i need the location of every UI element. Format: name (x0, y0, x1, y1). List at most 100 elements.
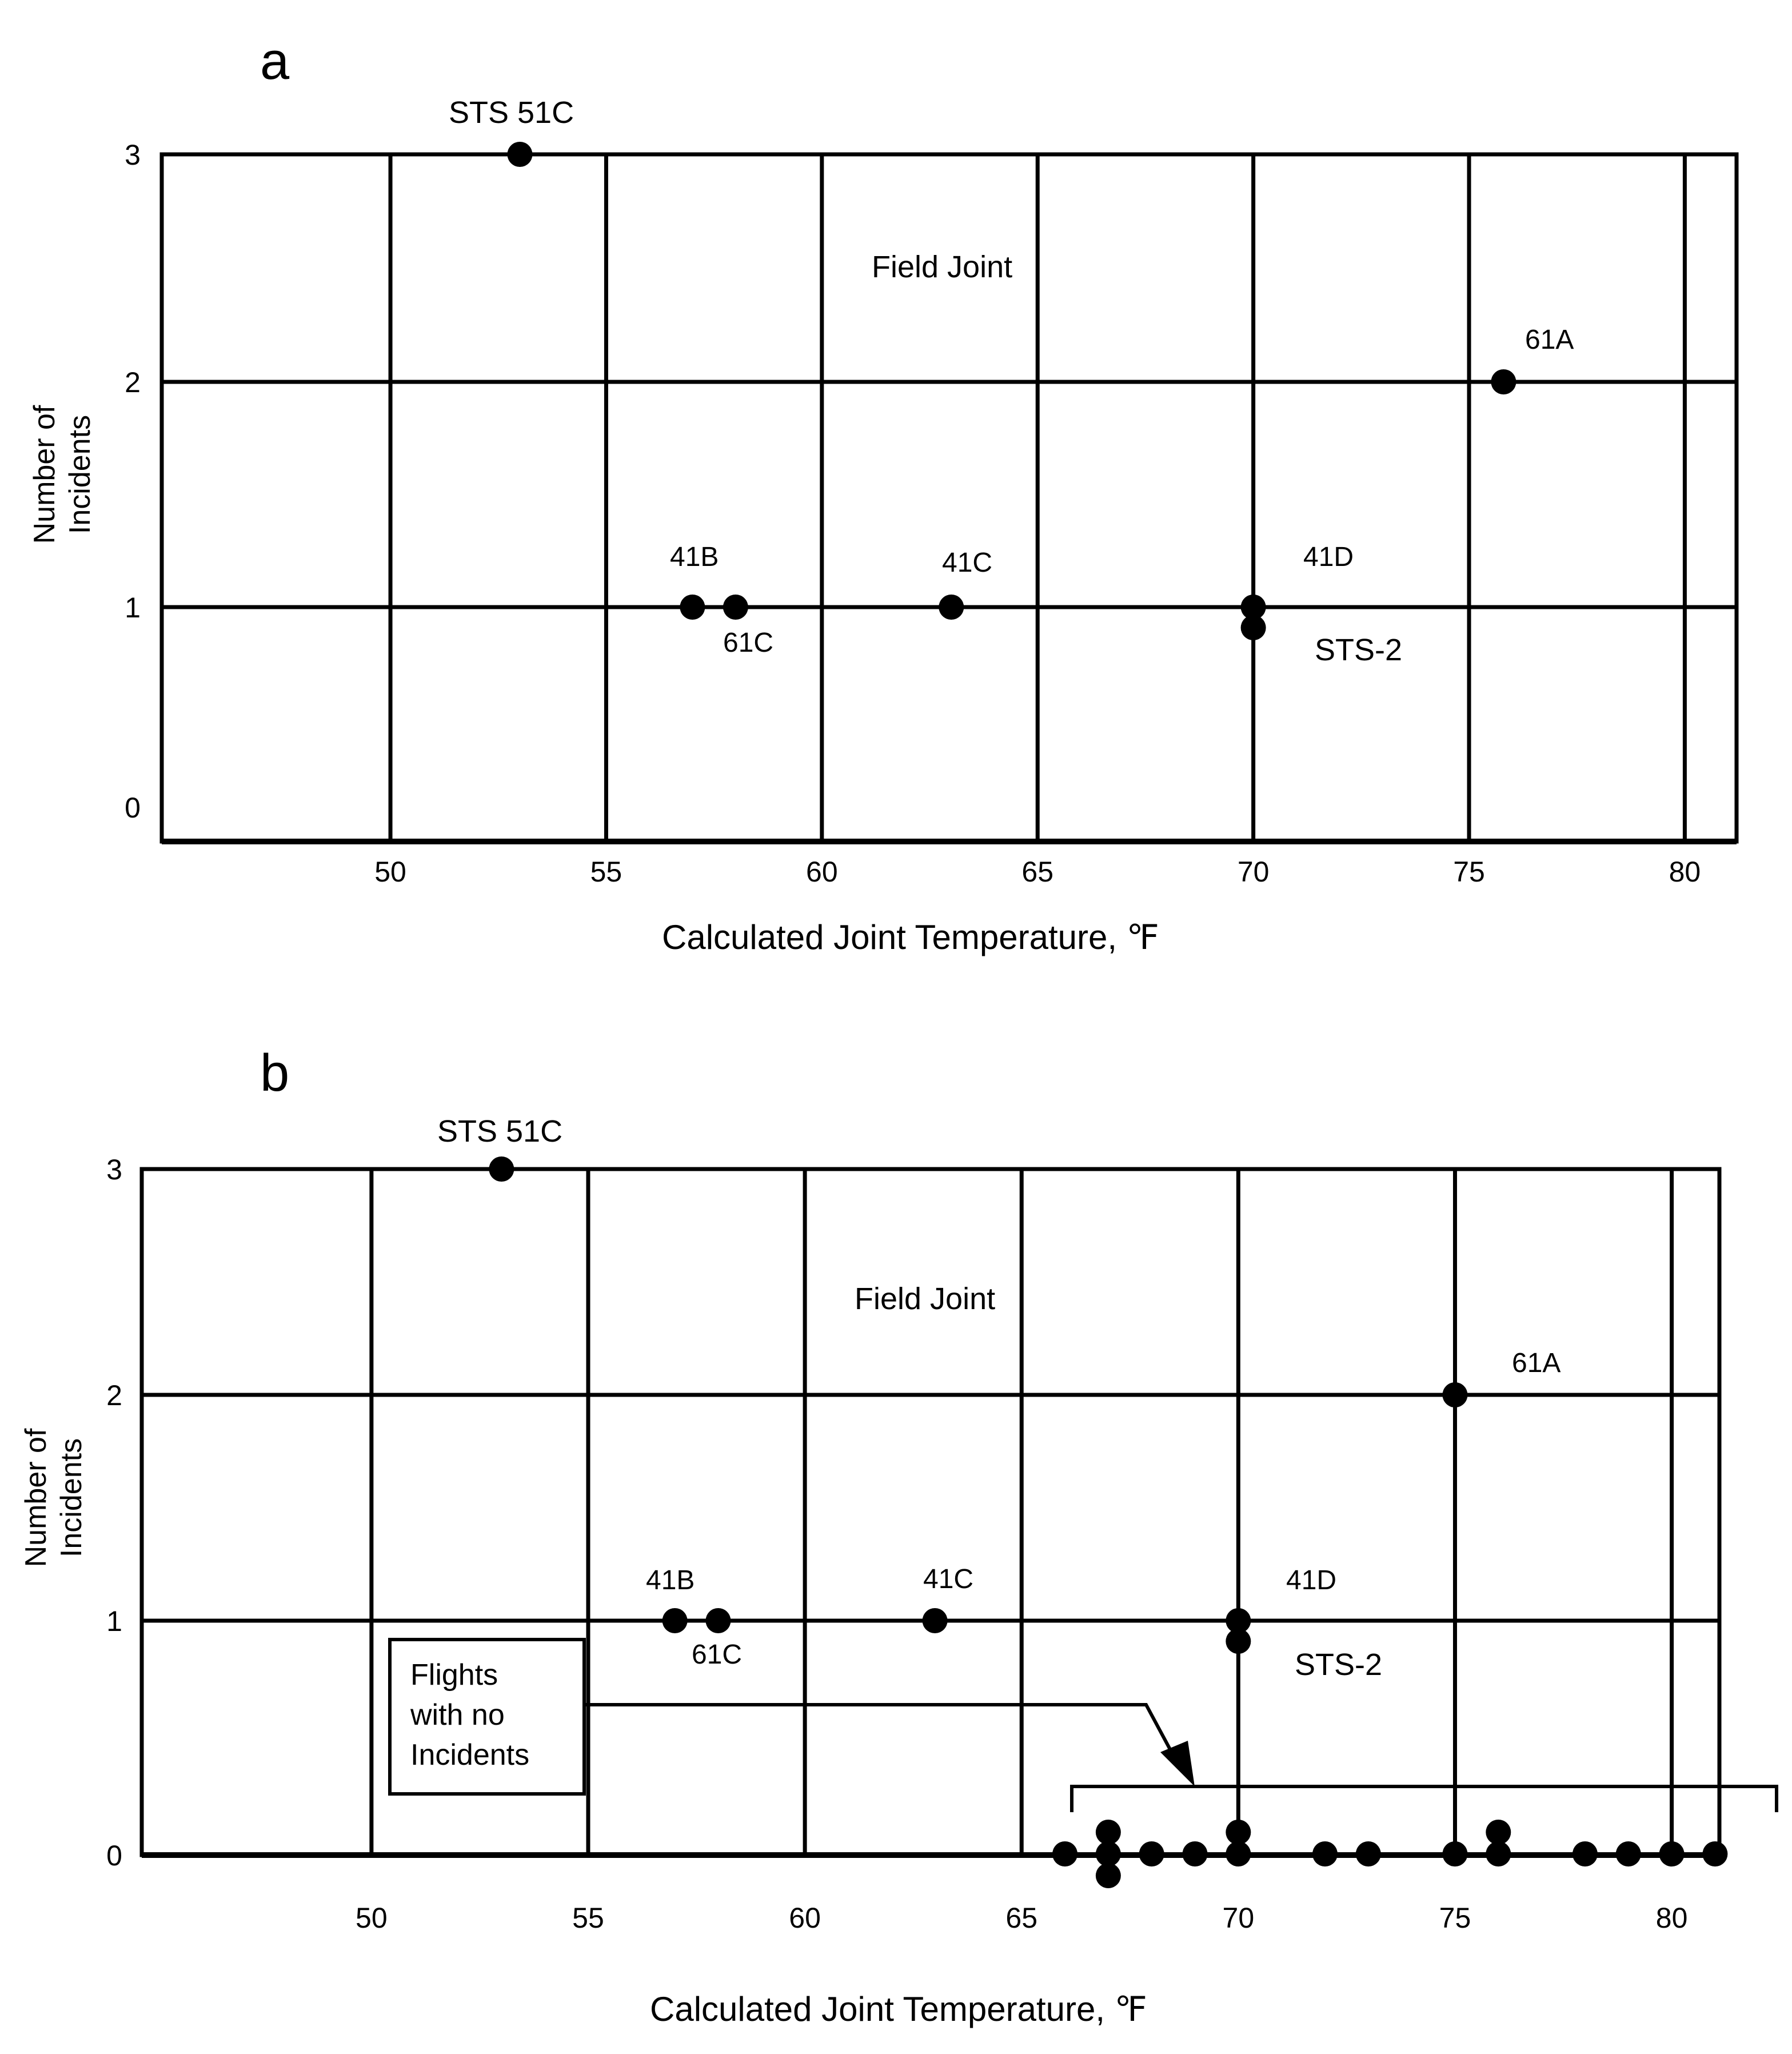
panel-b-label: b (260, 1044, 289, 1102)
panel-a-label-41c: 41C (942, 548, 992, 578)
panel-b-x-axis-label: Calculated Joint Temperature, ℉ (650, 1990, 1147, 2028)
panel-a-x-tick-60: 60 (806, 856, 838, 888)
panel-a-label: a (260, 32, 290, 90)
panel-b-point-20 (1572, 1841, 1598, 1866)
panel-b-y-axis-label-line2: Incidents (55, 1438, 88, 1557)
panel-b-x-tick-75: 75 (1439, 1902, 1471, 1934)
panel-a-y-tick-1: 1 (125, 592, 141, 624)
panel-b-x-tick-65: 65 (1005, 1902, 1037, 1934)
panel-b-point-11 (1139, 1841, 1164, 1866)
panel-a-field-joint-annotation: Field Joint (872, 250, 1012, 284)
panel-b-point-22 (1659, 1841, 1685, 1866)
panel-a-point-5 (1240, 595, 1266, 620)
panel-a-x-tick-labels: 50 55 60 65 70 75 80 (374, 856, 1701, 888)
panel-b-point-15 (1312, 1841, 1338, 1866)
panel-b-point-17 (1442, 1841, 1468, 1866)
panel-b-callout-leader-line (584, 1703, 1176, 1759)
panel-a-y-tick-2: 2 (125, 366, 141, 398)
panel-b-x-tick-70: 70 (1223, 1902, 1255, 1934)
panel-b-grid (142, 1169, 1719, 1858)
panel-b-label-41c: 41C (923, 1564, 973, 1594)
panel-a-point-labels: STS 51C 61A 41B 61C 41C 41D STS-2 (449, 95, 1574, 667)
panel-b-x-tick-labels: 50 55 60 65 70 75 80 (356, 1902, 1687, 1934)
panel-b-point-12 (1182, 1841, 1208, 1866)
panel-a-y-axis-label: Number of Incidents (28, 405, 97, 544)
panel-a-label-sts51c: STS 51C (449, 95, 574, 130)
panel-a-x-tick-65: 65 (1021, 856, 1053, 888)
panel-b-point-23 (1702, 1841, 1728, 1866)
panel-a-y-tick-0: 0 (125, 792, 141, 824)
panel-b-point-3 (705, 1608, 731, 1633)
panel-b-callout-line1: Flights (410, 1658, 498, 1692)
panel-a-x-tick-80: 80 (1669, 856, 1701, 888)
panel-b-label-61a: 61A (1512, 1348, 1560, 1378)
panel-b-label-41d: 41D (1286, 1565, 1336, 1596)
panel-b-label-61c: 61C (692, 1640, 742, 1670)
panel-b-callout: Flights with no Incidents (388, 1638, 1778, 1812)
panel-b-point-10 (1095, 1863, 1121, 1888)
panel-a-x-axis-label: Calculated Joint Temperature, ℉ (662, 918, 1159, 956)
panel-a-x-tick-70: 70 (1238, 856, 1270, 888)
panel-b-callout-line3: Incidents (410, 1738, 529, 1772)
panel-a-label-sts2: STS-2 (1315, 633, 1402, 667)
panel-b-point-8 (1095, 1841, 1121, 1866)
panel-b-point-4 (922, 1608, 948, 1633)
panel-a-points (507, 142, 1516, 640)
panel-b-y-tick-2: 2 (106, 1379, 122, 1411)
panel-a-y-axis-label-line1: Number of (28, 405, 61, 544)
panel-b-y-tick-labels: 0 1 2 3 (106, 1154, 122, 1872)
panel-b-x-tick-60: 60 (789, 1902, 821, 1934)
panel-b-point-13 (1226, 1841, 1251, 1866)
panel-b-point-14 (1226, 1820, 1251, 1845)
panel-b-point-2 (662, 1608, 688, 1633)
panel-b-no-incident-bracket (1070, 1785, 1778, 1812)
panel-b-y-axis-label-line1: Number of (19, 1428, 53, 1567)
panel-a-point-4 (939, 595, 964, 620)
panel-b-callout-line2: with no (410, 1698, 505, 1732)
panel-a-label-41b: 41B (670, 542, 719, 572)
panel-b-label-sts51c: STS 51C (437, 1114, 562, 1148)
panel-a-x-tick-55: 55 (590, 856, 622, 888)
panel-b-point-1 (1442, 1382, 1468, 1407)
panel-b-point-16 (1355, 1841, 1381, 1866)
panel-b-callout-box (388, 1638, 586, 1796)
panel-a-y-axis-label-line2: Incidents (63, 415, 97, 534)
panel-b-field-joint-annotation: Field Joint (855, 1282, 995, 1316)
panel-a-x-tick-75: 75 (1453, 856, 1485, 888)
panel-b-y-tick-0: 0 (106, 1840, 122, 1872)
panel-a-point-2 (680, 595, 705, 620)
panel-b-point-7 (1052, 1841, 1078, 1866)
panel-b-point-21 (1615, 1841, 1641, 1866)
panel-a-x-tick-50: 50 (374, 856, 406, 888)
panel-b-point-9 (1095, 1820, 1121, 1845)
panel-b-points (489, 1156, 1728, 1888)
panel-a-y-tick-labels: 0 1 2 3 (125, 139, 141, 824)
panel-b-point-6 (1226, 1629, 1251, 1654)
panel-b-point-0 (489, 1156, 514, 1182)
panel-b-callout-arrowhead-icon (1160, 1741, 1195, 1786)
panel-a-point-1 (1491, 369, 1516, 394)
panel-b-x-tick-50: 50 (356, 1902, 388, 1934)
panel-b-point-5 (1226, 1608, 1251, 1633)
panel-b-label-41b: 41B (646, 1565, 695, 1596)
panel-a: a 0 1 2 3 50 55 60 65 70 75 80 Field Joint STS 51… (28, 32, 1739, 956)
panel-b-plot-frame (139, 1167, 1722, 1857)
panel-a-point-6 (1240, 615, 1266, 640)
panel-b-y-tick-1: 1 (106, 1605, 122, 1637)
panel-a-label-41d: 41D (1303, 542, 1354, 572)
panel-b-y-axis-label: Number of Incidents (19, 1428, 88, 1567)
panel-a-point-0 (507, 142, 533, 167)
panel-b-x-tick-55: 55 (572, 1902, 604, 1934)
panel-a-label-61c: 61C (723, 628, 773, 658)
panel-b-x-tick-80: 80 (1656, 1902, 1688, 1934)
panel-b-label-sts2: STS-2 (1295, 1648, 1382, 1682)
panel-a-y-tick-3: 3 (125, 139, 141, 171)
panel-b-y-tick-3: 3 (106, 1154, 122, 1186)
panel-a-label-61a: 61A (1525, 325, 1574, 355)
panel-a-point-3 (723, 595, 748, 620)
panel-b-point-19 (1486, 1820, 1511, 1845)
panel-b: b 0 1 2 3 50 55 60 65 70 75 80 Field Joint Flight… (19, 1044, 1778, 2028)
panel-b-point-18 (1486, 1841, 1511, 1866)
panel-b-point-labels: STS 51C 61A 41B 61C 41C 41D STS-2 (437, 1114, 1560, 1682)
